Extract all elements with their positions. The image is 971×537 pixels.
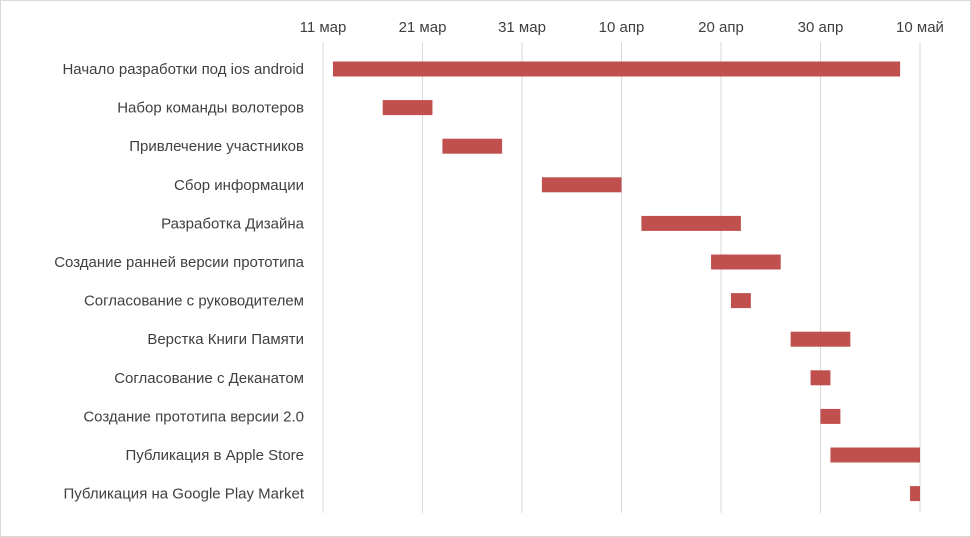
task-bar <box>830 447 920 463</box>
task-bar <box>910 486 920 502</box>
task-label: Согласование с руководителем <box>84 293 304 310</box>
x-tick-label: 10 апр <box>599 19 645 36</box>
task-bar <box>820 408 841 424</box>
task-label: Набор команды волотеров <box>117 100 304 117</box>
task-bar <box>541 177 622 193</box>
x-tick-label: 21 мар <box>399 19 447 36</box>
x-tick-label: 20 апр <box>698 19 744 36</box>
task-bar <box>790 331 851 347</box>
task-bar <box>641 215 741 231</box>
task-bar <box>711 254 781 270</box>
task-label: Разработка Дизайна <box>161 215 305 232</box>
task-bar <box>332 61 901 77</box>
task-label: Публикация в Apple Store <box>125 447 304 464</box>
task-label: Создание прототипа версии 2.0 <box>83 408 304 425</box>
task-label: Создание ранней версии прототипа <box>54 254 304 271</box>
task-label: Начало разработки под ios android <box>62 61 304 78</box>
task-bar <box>442 138 503 154</box>
x-tick-label: 30 апр <box>798 19 844 36</box>
task-label: Согласование с Деканатом <box>114 370 304 387</box>
task-label: Публикация на Google Play Market <box>63 486 304 503</box>
task-bar <box>730 293 751 309</box>
x-tick-label: 31 мар <box>498 19 546 36</box>
task-label: Привлечение участников <box>129 138 304 155</box>
task-label: Сбор информации <box>174 177 304 194</box>
x-tick-label: 10 май <box>896 19 944 36</box>
x-tick-label: 11 мар <box>300 19 347 36</box>
task-bar <box>810 370 831 386</box>
task-label: Верстка Книги Памяти <box>147 331 304 348</box>
task-bar <box>382 100 433 116</box>
